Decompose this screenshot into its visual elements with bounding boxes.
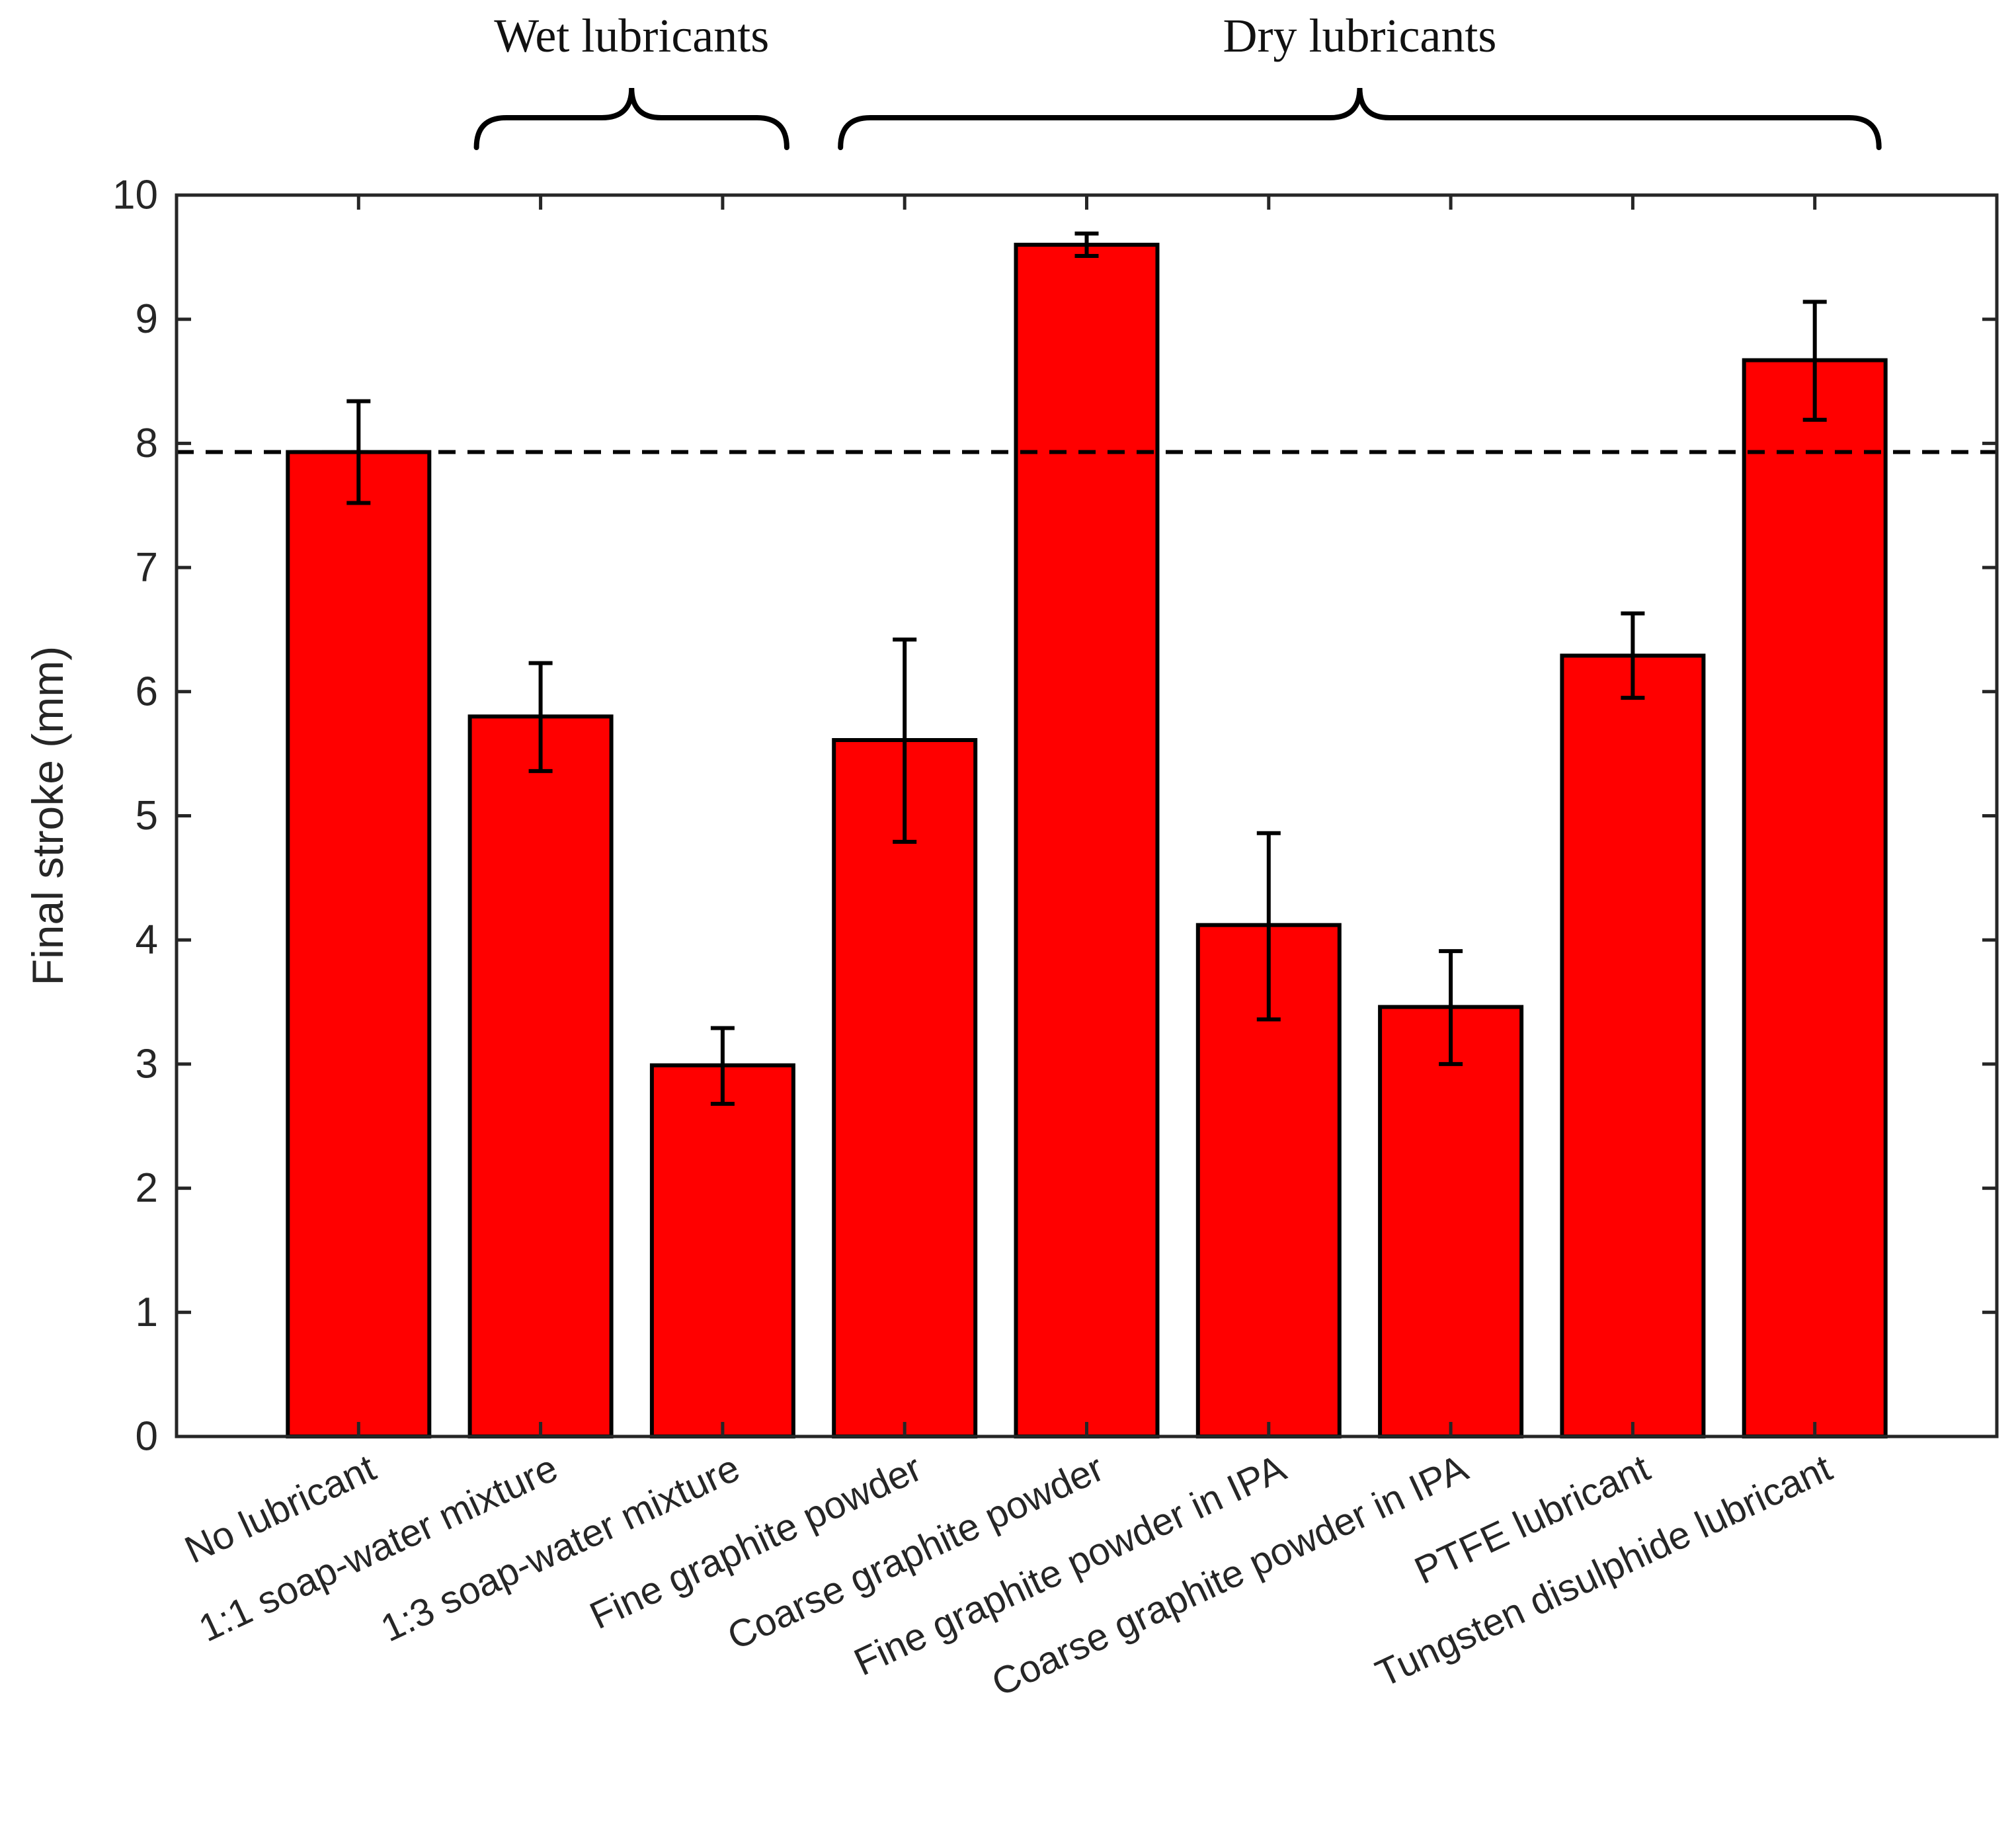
- error-bars-layer: [346, 231, 1827, 1106]
- bar: [1014, 243, 1160, 1439]
- y-tick-label: 1: [136, 1290, 158, 1335]
- y-tick-label: 8: [136, 421, 158, 466]
- bar: [1742, 358, 1888, 1438]
- y-tick-label: 0: [136, 1414, 158, 1460]
- axes-layer: [175, 193, 1999, 1438]
- y-tick-label: 7: [136, 545, 158, 591]
- y-tick-label: 5: [136, 793, 158, 839]
- group-label: Dry lubricants: [1223, 9, 1496, 62]
- y-tick-label: 9: [136, 296, 158, 342]
- group-label: Wet lubricants: [494, 9, 769, 62]
- y-tick-label: 10: [112, 173, 158, 218]
- y-tick-label: 6: [136, 669, 158, 714]
- bars-layer: [286, 243, 1888, 1439]
- bar: [832, 738, 978, 1438]
- y-tick-label: 2: [136, 1165, 158, 1211]
- y-axis-title: Final stroke (mm): [23, 646, 72, 985]
- y-tick-label: 4: [136, 917, 158, 963]
- group-brace: [838, 87, 1882, 150]
- bar: [467, 714, 614, 1438]
- y-tick-label: 3: [136, 1041, 158, 1087]
- bar: [1560, 653, 1706, 1439]
- bar: [649, 1063, 795, 1438]
- group-brace: [473, 87, 789, 150]
- bar: [286, 450, 432, 1439]
- bar: [1378, 1005, 1524, 1438]
- group-annotations-layer: Wet lubricants Dry lubricants: [473, 9, 1882, 150]
